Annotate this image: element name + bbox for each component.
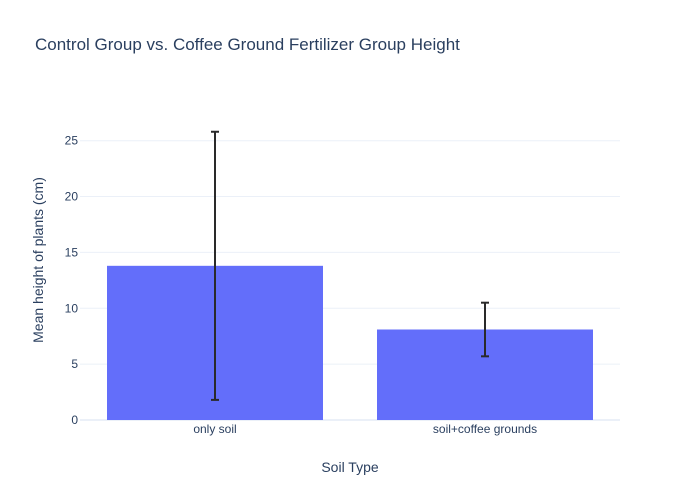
error-bar	[481, 301, 489, 358]
y-tick-label: 20	[65, 190, 79, 204]
y-axis-ticks: 0 5 10 15 20 25	[65, 134, 79, 427]
y-tick-label: 5	[71, 357, 78, 371]
x-axis-title: Soil Type	[321, 459, 379, 475]
y-axis-title: Mean height of plants (cm)	[30, 177, 46, 343]
y-tick-label: 0	[71, 413, 78, 427]
y-tick-label: 15	[65, 245, 79, 259]
error-bars	[211, 130, 489, 401]
x-tick-label: soil+coffee grounds	[433, 422, 537, 436]
bars	[107, 265, 593, 420]
error-bar	[211, 130, 219, 401]
y-tick-label: 10	[65, 301, 79, 315]
chart-title: Control Group vs. Coffee Ground Fertiliz…	[35, 35, 460, 54]
y-tick-label: 25	[65, 134, 79, 148]
x-tick-label: only soil	[193, 422, 236, 436]
x-axis-ticks: only soil soil+coffee grounds	[193, 422, 537, 436]
